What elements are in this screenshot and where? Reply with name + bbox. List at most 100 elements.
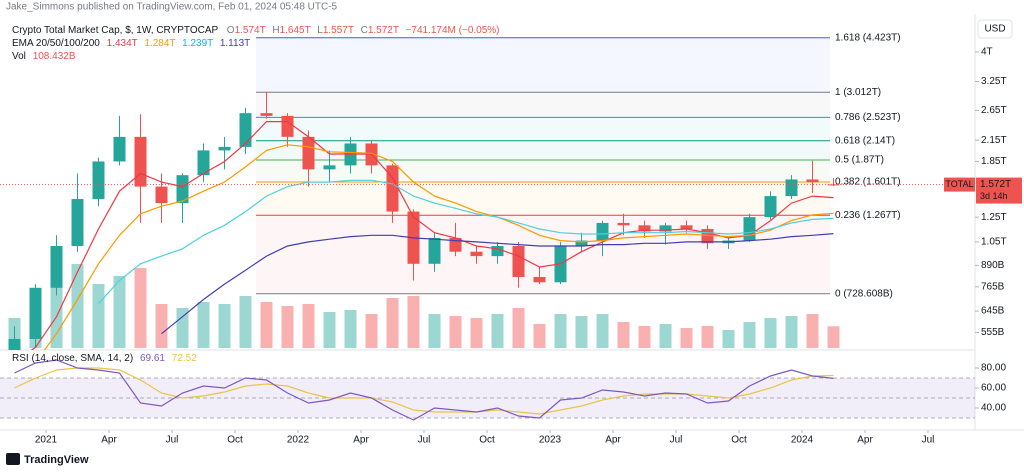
x-tick-label: 2022 xyxy=(287,435,310,446)
x-tick-label: Jul xyxy=(670,435,683,446)
volume-bar xyxy=(806,314,819,348)
rsi-title: RSI (14, close, SMA, 14, 2) xyxy=(12,353,133,364)
rsi-tick-label: 40.00 xyxy=(981,403,1006,414)
currency-button[interactable] xyxy=(977,19,1013,39)
candle-body xyxy=(470,251,483,257)
y-tick-label: 2.65T xyxy=(981,105,1007,116)
candle-body xyxy=(575,240,588,247)
volume-title: Vol xyxy=(12,51,26,62)
volume-bar xyxy=(197,302,210,348)
volume-bar xyxy=(533,324,546,348)
candle-body xyxy=(617,222,630,226)
candle-body xyxy=(785,179,798,197)
candle-body xyxy=(239,113,252,147)
candle-body xyxy=(134,136,147,187)
rsi-legend: RSI (14, close, SMA, 14, 2) 69.61 72.52 xyxy=(12,353,197,364)
candle-body xyxy=(155,186,168,204)
currency-label[interactable]: USD xyxy=(984,24,1005,35)
fib-band xyxy=(256,181,830,216)
ohlc-key: O xyxy=(227,25,235,36)
ohlc-key: C xyxy=(361,25,368,36)
symbol-title: Crypto Total Market Cap, $, 1W, CRYPTOCA… xyxy=(12,25,219,36)
volume-bar xyxy=(785,316,798,348)
y-tick-label: 1.25T xyxy=(981,212,1007,223)
volume-bar xyxy=(218,304,231,348)
symbol-tag xyxy=(944,177,975,192)
fib-band xyxy=(256,117,830,141)
price-tag xyxy=(976,177,1022,204)
fib-label: 0.5 (1.87T) xyxy=(835,155,884,166)
volume-legend: Vol 108.432B xyxy=(12,51,76,62)
volume-bar xyxy=(554,314,567,348)
candle-body xyxy=(491,246,504,257)
volume-bar xyxy=(575,316,588,348)
fib-label: 0.382 (1.601T) xyxy=(835,177,901,188)
ohlc-key: L xyxy=(317,25,323,36)
volume-bar xyxy=(134,268,147,348)
candle-body xyxy=(533,277,546,283)
ema-line xyxy=(30,121,834,350)
rsi-pane xyxy=(0,359,975,421)
volume-bar xyxy=(71,264,84,348)
publisher-note: Jake_Simmons published on TradingView.co… xyxy=(6,2,338,13)
change: −741.174M (−0.05%) xyxy=(406,25,500,36)
ohlc-key: H xyxy=(272,25,279,36)
x-tick-label: Oct xyxy=(479,435,495,446)
volume-bar xyxy=(428,314,441,348)
candle-body xyxy=(113,136,126,162)
ema-value: 1.284T xyxy=(144,38,175,49)
fib-label: 0.786 (2.523T) xyxy=(835,112,901,123)
volume-bar xyxy=(659,324,672,348)
rsi-tick-label: 60.00 xyxy=(981,383,1006,394)
x-tick-label: 2023 xyxy=(539,435,562,446)
candle-body xyxy=(29,287,42,339)
fib-label: 0 (728.608B) xyxy=(835,288,893,299)
candle-body xyxy=(302,136,315,170)
price-tag-label: 1.572T xyxy=(980,179,1011,190)
candle-body xyxy=(71,199,84,247)
fib-band xyxy=(256,37,830,93)
x-tick-label: Jul xyxy=(166,435,179,446)
volume-bar xyxy=(239,296,252,348)
volume-bar xyxy=(617,322,630,348)
candle-body xyxy=(512,246,525,278)
candle-body xyxy=(764,196,777,218)
volume-bar xyxy=(701,326,714,348)
ema-line xyxy=(161,233,834,335)
x-tick-label: Oct xyxy=(731,435,747,446)
ohlc-value: 1.557T xyxy=(323,25,354,36)
rsi-tick-label: 80.00 xyxy=(981,363,1006,374)
legend-row: Crypto Total Market Cap, $, 1W, CRYPTOCA… xyxy=(12,25,500,36)
volume-bar xyxy=(344,310,357,348)
ema-value: 1.239T xyxy=(182,38,213,49)
y-tick-label: 4T xyxy=(981,47,993,58)
fib-label: 1.618 (4.423T) xyxy=(835,32,901,43)
fib-label: 1 (3.012T) xyxy=(835,87,881,98)
volume-bar xyxy=(155,304,168,348)
symbol-tag-label: TOTAL xyxy=(945,179,973,189)
x-tick-label: Apr xyxy=(857,435,873,446)
fib-band xyxy=(256,92,830,118)
candle-body xyxy=(92,161,105,200)
volume-bar xyxy=(743,322,756,348)
x-tick-label: Apr xyxy=(605,435,621,446)
candle-body xyxy=(50,246,63,288)
y-tick-label: 3.25T xyxy=(981,76,1007,87)
volume-bar xyxy=(470,318,483,348)
volume-bar xyxy=(92,284,105,348)
ohlc-value: 1.574T xyxy=(235,25,266,36)
volume-bar xyxy=(386,298,399,348)
candle-body xyxy=(323,165,336,170)
candle-body xyxy=(806,179,819,183)
ema-value: 1.434T xyxy=(107,38,138,49)
candle-body xyxy=(260,113,273,116)
ohlc-value: 1.572T xyxy=(368,25,399,36)
x-tick-label: Oct xyxy=(227,435,243,446)
candle-body xyxy=(197,150,210,176)
volume-value: 108.432B xyxy=(33,51,76,62)
y-tick-label: 2.15T xyxy=(981,135,1007,146)
volume-bar xyxy=(680,328,693,348)
volume-bar xyxy=(764,318,777,348)
volume-bar xyxy=(365,314,378,348)
